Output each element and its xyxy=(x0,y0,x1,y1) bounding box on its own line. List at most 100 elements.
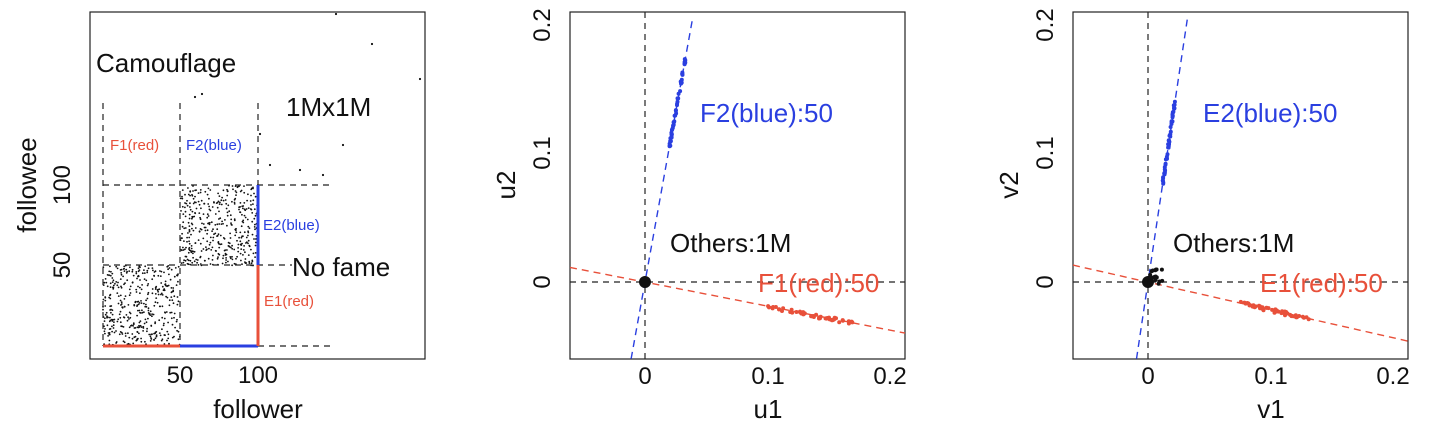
matrix-dot xyxy=(251,212,254,214)
point-blue xyxy=(1161,181,1166,186)
matrix-dot xyxy=(127,316,129,319)
matrix-dot xyxy=(213,201,215,204)
matrix-dot xyxy=(146,327,149,330)
point-blue xyxy=(682,57,687,62)
point-blue xyxy=(1164,154,1169,159)
matrix-dot xyxy=(107,332,110,334)
point-red xyxy=(824,316,829,321)
matrix-dot xyxy=(189,190,192,193)
matrix-dot xyxy=(131,281,134,284)
matrix-dot xyxy=(220,203,223,206)
matrix-dot xyxy=(253,208,256,211)
matrix-dot xyxy=(141,309,143,312)
matrix-dot xyxy=(177,300,180,303)
x-tick-label: 100 xyxy=(238,362,278,389)
matrix-dot xyxy=(194,212,196,214)
matrix-dot xyxy=(219,217,222,220)
point-red xyxy=(1297,314,1302,318)
matrix-dot xyxy=(184,255,187,258)
matrix-dot xyxy=(177,338,180,341)
matrix-dot xyxy=(247,242,249,245)
matrix-dot xyxy=(194,189,197,192)
matrix-dot xyxy=(216,223,219,226)
matrix-dot xyxy=(247,254,250,256)
matrix-dot xyxy=(174,326,177,329)
matrix-dot xyxy=(184,202,186,204)
matrix-dot xyxy=(212,239,214,242)
matrix-dot xyxy=(162,324,165,327)
matrix-dot xyxy=(218,210,220,213)
matrix-dot xyxy=(182,221,185,224)
matrix-dot xyxy=(172,302,175,305)
origin-point xyxy=(1154,267,1159,272)
matrix-dot xyxy=(123,283,125,286)
point-blue xyxy=(1166,145,1171,150)
matrix-dot xyxy=(186,236,189,239)
annotation-camouflage: Camouflage xyxy=(96,48,236,78)
matrix-dot xyxy=(159,270,161,272)
matrix-dot xyxy=(167,268,170,271)
matrix-dot xyxy=(250,188,253,191)
matrix-dot xyxy=(231,200,233,203)
matrix-dot xyxy=(139,266,141,269)
matrix-dot xyxy=(138,332,140,335)
matrix-dot xyxy=(232,188,234,191)
matrix-dot xyxy=(119,294,122,297)
plot-frame xyxy=(1072,11,1409,360)
matrix-dot xyxy=(151,292,154,295)
matrix-dot xyxy=(111,281,114,283)
matrix-dot xyxy=(128,294,131,297)
matrix-dot xyxy=(111,277,114,279)
matrix-dot xyxy=(192,202,195,205)
matrix-dot xyxy=(139,279,141,281)
matrix-dot xyxy=(187,221,190,224)
matrix-dot xyxy=(197,192,200,195)
matrix-dot xyxy=(208,223,211,226)
matrix-dot xyxy=(244,258,247,260)
point-blue xyxy=(1163,162,1168,167)
point-red xyxy=(799,311,804,316)
matrix-dot xyxy=(246,241,248,244)
y-tick-label: 0.1 xyxy=(1032,136,1059,169)
matrix-dot xyxy=(212,236,215,239)
matrix-dot xyxy=(109,305,112,308)
matrix-dot xyxy=(176,318,178,321)
matrix-dot xyxy=(119,321,122,324)
matrix-dot xyxy=(147,291,150,294)
matrix-dot xyxy=(216,257,219,260)
matrix-dot xyxy=(120,301,123,304)
matrix-dot xyxy=(106,315,108,318)
matrix-dot xyxy=(161,328,163,331)
matrix-dot xyxy=(204,259,206,262)
panel-matrix: Camouflage 1Mx1M No fame F1(red) F2(blue… xyxy=(12,11,426,424)
matrix-dot xyxy=(216,201,219,204)
matrix-dot xyxy=(103,330,106,333)
matrix-dot xyxy=(163,322,165,325)
matrix-dot xyxy=(168,267,171,269)
matrix-dot xyxy=(157,274,160,277)
matrix-dot xyxy=(103,320,106,322)
matrix-dot xyxy=(143,322,146,325)
matrix-dot xyxy=(249,208,252,210)
matrix-dot xyxy=(106,324,109,327)
matrix-dot xyxy=(192,197,195,200)
matrix-dot xyxy=(241,235,244,238)
matrix-dot xyxy=(184,259,187,262)
matrix-dot xyxy=(183,240,185,243)
matrix-dot xyxy=(113,331,116,334)
matrix-dot xyxy=(177,330,180,333)
matrix-dot xyxy=(115,281,118,283)
matrix-dot xyxy=(137,275,140,278)
matrix-dot xyxy=(222,189,225,192)
matrix-dot xyxy=(153,339,156,341)
matrix-dot xyxy=(176,329,179,332)
sparse-dot xyxy=(370,42,374,46)
matrix-dot xyxy=(191,193,193,196)
matrix-dot xyxy=(167,321,170,324)
point-blue xyxy=(674,111,679,116)
sparse-dot xyxy=(258,132,262,136)
matrix-dot xyxy=(195,207,198,210)
matrix-dot xyxy=(118,313,121,316)
matrix-dot xyxy=(164,311,166,314)
matrix-dot xyxy=(217,256,219,258)
